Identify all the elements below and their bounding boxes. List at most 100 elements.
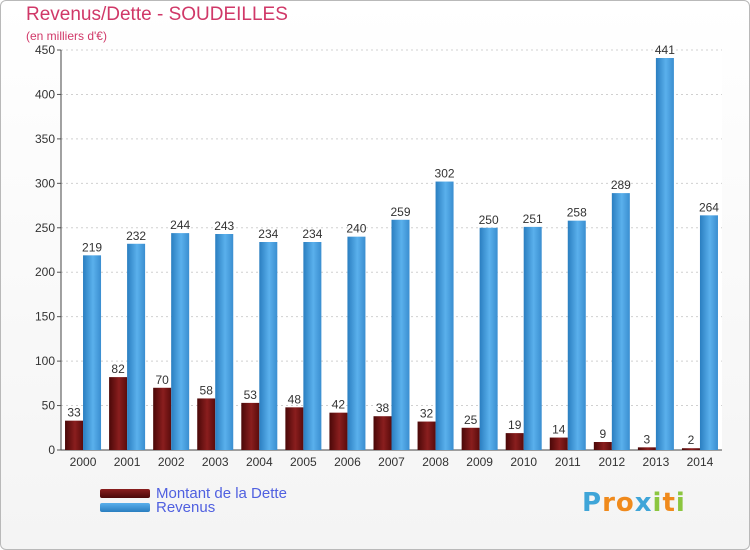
bar-debt bbox=[593, 442, 612, 450]
x-tick-label: 2013 bbox=[643, 455, 670, 469]
x-tick-label: 2006 bbox=[334, 455, 361, 469]
data-label-revenus: 219 bbox=[82, 240, 102, 254]
data-label-debt: 19 bbox=[508, 418, 522, 432]
bar-revenus bbox=[259, 242, 278, 450]
y-tick-label: 50 bbox=[42, 399, 56, 413]
logo-letter: r bbox=[602, 488, 616, 518]
bar-revenus bbox=[611, 193, 630, 450]
logo-letter: i bbox=[652, 488, 663, 518]
bar-revenus bbox=[83, 255, 102, 450]
y-tick-label: 150 bbox=[35, 310, 55, 324]
chart-title: Revenus/Dette - SOUDEILLES bbox=[26, 4, 288, 25]
data-label-debt: 9 bbox=[599, 427, 606, 441]
legend-label-revenus: Revenus bbox=[156, 499, 216, 516]
data-label-revenus: 234 bbox=[302, 227, 322, 241]
data-label-revenus: 441 bbox=[655, 43, 675, 57]
bar-debt bbox=[241, 402, 260, 450]
x-tick-label: 2005 bbox=[290, 455, 317, 469]
x-tick-label: 2010 bbox=[510, 455, 537, 469]
bar-revenus bbox=[347, 236, 366, 450]
data-label-revenus: 240 bbox=[346, 222, 366, 236]
data-label-debt: 82 bbox=[111, 362, 125, 376]
logo-letter: x bbox=[634, 488, 653, 518]
data-label-debt: 53 bbox=[244, 388, 258, 402]
x-tick-label: 2004 bbox=[246, 455, 273, 469]
bar-debt bbox=[549, 437, 568, 450]
logo-letter: o bbox=[615, 488, 635, 518]
data-label-revenus: 259 bbox=[390, 205, 410, 219]
logo-letter: t bbox=[662, 488, 676, 518]
legend-swatch-revenus bbox=[100, 503, 150, 512]
bar-debt bbox=[681, 448, 700, 450]
y-tick-label: 100 bbox=[35, 354, 55, 368]
bar-revenus bbox=[523, 226, 542, 450]
x-tick-label: 2007 bbox=[378, 455, 405, 469]
bar-revenus bbox=[171, 233, 190, 450]
bar-revenus bbox=[479, 227, 498, 450]
data-label-debt: 3 bbox=[644, 432, 651, 446]
x-tick-label: 2002 bbox=[158, 455, 185, 469]
bar-revenus bbox=[127, 243, 146, 450]
bar-debt bbox=[373, 416, 392, 450]
data-label-revenus: 234 bbox=[258, 227, 278, 241]
bar-debt bbox=[153, 387, 172, 450]
x-tick-label: 2009 bbox=[466, 455, 493, 469]
bar-debt bbox=[65, 420, 84, 450]
data-label-debt: 42 bbox=[332, 398, 346, 412]
x-tick-label: 2012 bbox=[598, 455, 625, 469]
bar-debt bbox=[505, 433, 524, 450]
data-label-debt: 2 bbox=[688, 433, 695, 447]
bar-revenus bbox=[391, 219, 410, 450]
data-label-revenus: 251 bbox=[523, 212, 543, 226]
y-tick-label: 400 bbox=[35, 87, 55, 101]
legend-swatch-debt bbox=[100, 489, 150, 498]
x-tick-label: 2000 bbox=[70, 455, 97, 469]
data-label-debt: 38 bbox=[376, 401, 390, 415]
data-label-revenus: 244 bbox=[170, 218, 190, 232]
bar-revenus bbox=[567, 220, 586, 450]
data-label-revenus: 289 bbox=[611, 178, 631, 192]
data-label-debt: 25 bbox=[464, 413, 478, 427]
y-tick-label: 350 bbox=[35, 132, 55, 146]
data-label-revenus: 264 bbox=[699, 200, 719, 214]
bar-revenus bbox=[303, 242, 322, 450]
data-label-revenus: 243 bbox=[214, 219, 234, 233]
chart-subtitle: (en milliers d'€) bbox=[26, 29, 107, 43]
data-label-debt: 70 bbox=[155, 373, 169, 387]
x-tick-label: 2014 bbox=[687, 455, 714, 469]
data-label-revenus: 232 bbox=[126, 229, 146, 243]
axis-layer: 0 50 100 150 200 250 300 350 400 450 2000 2001 2002 2… bbox=[35, 43, 722, 469]
y-tick-label: 250 bbox=[35, 221, 55, 235]
y-tick-label: 200 bbox=[35, 265, 55, 279]
bar-debt bbox=[197, 398, 216, 450]
bar-debt bbox=[417, 421, 436, 450]
bar-debt bbox=[109, 377, 128, 450]
data-label-revenus: 302 bbox=[435, 167, 455, 181]
y-tick-label: 450 bbox=[35, 43, 55, 57]
data-label-debt: 33 bbox=[67, 406, 81, 420]
bar-layer bbox=[65, 58, 718, 451]
data-label-debt: 14 bbox=[552, 423, 566, 437]
bar-debt bbox=[637, 447, 656, 450]
x-tick-label: 2001 bbox=[114, 455, 141, 469]
logo-letter: i bbox=[675, 488, 686, 518]
legend-label-debt: Montant de la Dette bbox=[156, 485, 287, 502]
y-tick-label: 300 bbox=[35, 176, 55, 190]
bar-debt bbox=[285, 407, 304, 450]
logo-letter: P bbox=[582, 488, 603, 518]
x-tick-label: 2003 bbox=[202, 455, 229, 469]
proxiti-logo: Proxiti bbox=[582, 488, 686, 518]
bar-debt bbox=[461, 427, 480, 450]
bar-revenus bbox=[655, 58, 674, 450]
x-tick-label: 2011 bbox=[555, 455, 581, 469]
bar-revenus bbox=[435, 181, 454, 451]
label-layer: 3321982232702445824353234482344224038259… bbox=[67, 43, 719, 447]
bar-revenus bbox=[215, 234, 234, 450]
x-tick-label: 2008 bbox=[422, 455, 449, 469]
data-label-revenus: 258 bbox=[567, 206, 587, 220]
data-label-debt: 48 bbox=[288, 392, 302, 406]
bar-debt bbox=[329, 412, 348, 450]
data-label-revenus: 250 bbox=[479, 213, 499, 227]
bar-revenus bbox=[699, 215, 718, 450]
